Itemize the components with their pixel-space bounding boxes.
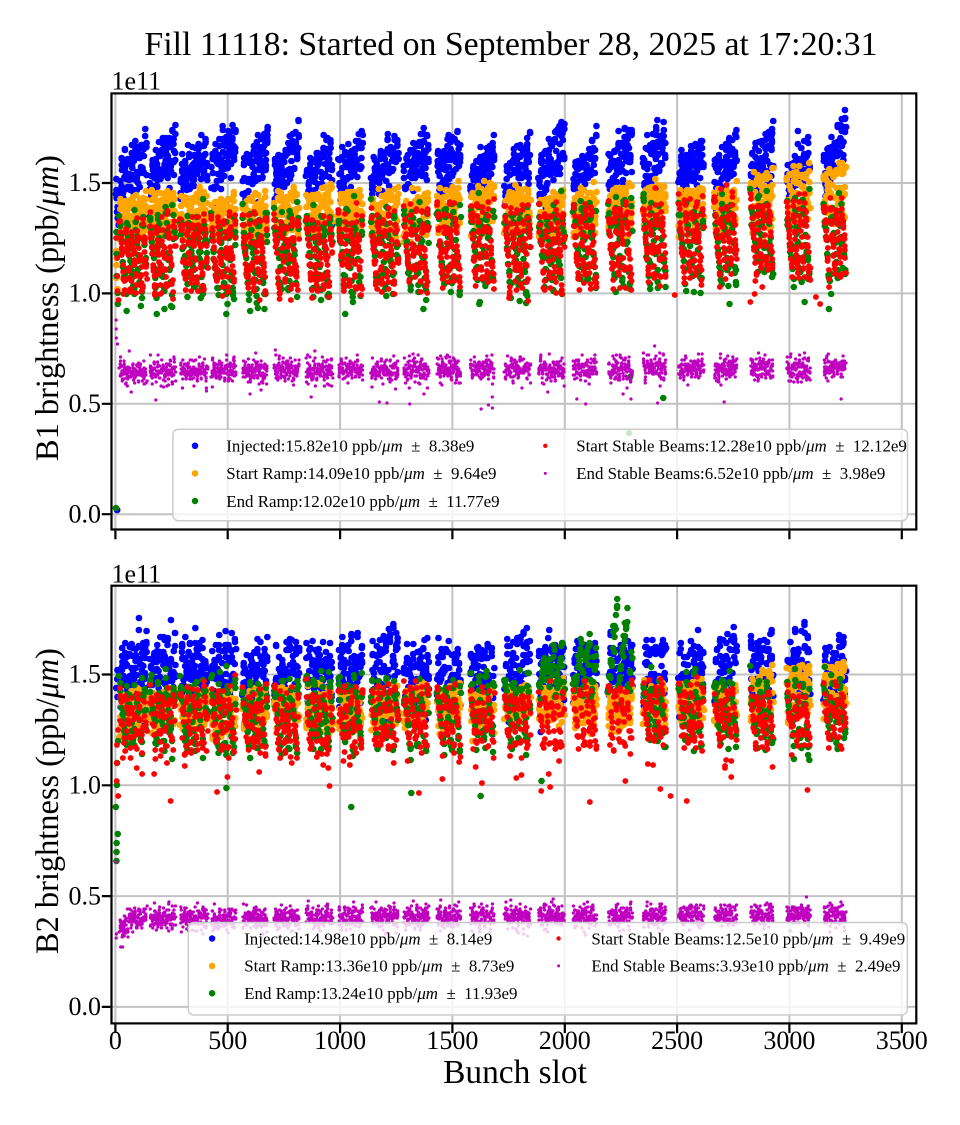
svg-text:2500: 2500	[651, 1026, 703, 1055]
svg-text:1.5: 1.5	[69, 660, 102, 689]
svg-text:B1 brightness (ppb/μm): B1 brightness (ppb/μm)	[30, 155, 66, 461]
svg-text:0.0: 0.0	[69, 992, 102, 1021]
svg-text:1.5: 1.5	[69, 168, 102, 197]
svg-text:2000: 2000	[539, 1026, 591, 1055]
svg-text:End Ramp:12.02e10 ppb/μm ± 11.: End Ramp:12.02e10 ppb/μm ± 11.77e9	[226, 492, 499, 511]
svg-text:Start Ramp:13.36e10 ppb/μm ± 8: Start Ramp:13.36e10 ppb/μm ± 8.73e9	[244, 957, 514, 976]
svg-text:0.5: 0.5	[69, 881, 102, 910]
svg-text:Fill 11118: Started on Septemb: Fill 11118: Started on September 28, 202…	[144, 26, 877, 63]
svg-text:1000: 1000	[314, 1026, 366, 1055]
svg-text:Start Stable Beams:12.5e10 ppb: Start Stable Beams:12.5e10 ppb/μm ± 9.49…	[591, 929, 905, 948]
svg-text:B2 brightness (ppb/μm): B2 brightness (ppb/μm)	[30, 648, 66, 954]
svg-text:1500: 1500	[426, 1026, 478, 1055]
svg-text:End Stable Beams:6.52e10 ppb/μ: End Stable Beams:6.52e10 ppb/μm ± 3.98e9	[576, 464, 885, 483]
svg-text:0.0: 0.0	[69, 499, 102, 528]
svg-text:Bunch slot: Bunch slot	[443, 1054, 587, 1091]
svg-text:1e11: 1e11	[112, 67, 162, 96]
svg-text:1.0: 1.0	[69, 771, 102, 800]
svg-text:1.0: 1.0	[69, 279, 102, 308]
svg-text:Start Stable Beams:12.28e10 pp: Start Stable Beams:12.28e10 ppb/μm ± 12.…	[576, 437, 907, 456]
svg-text:0.5: 0.5	[69, 389, 102, 418]
svg-text:500: 500	[208, 1026, 247, 1055]
svg-text:3500: 3500	[876, 1026, 928, 1055]
svg-text:3000: 3000	[763, 1026, 815, 1055]
svg-text:End Ramp:13.24e10 ppb/μm ± 11.: End Ramp:13.24e10 ppb/μm ± 11.93e9	[244, 984, 517, 1003]
svg-text:End Stable Beams:3.93e10 ppb/μ: End Stable Beams:3.93e10 ppb/μm ± 2.49e9	[591, 957, 900, 976]
svg-text:Injected:15.82e10 ppb/μm ± 8.3: Injected:15.82e10 ppb/μm ± 8.38e9	[226, 437, 474, 456]
svg-text:Start Ramp:14.09e10 ppb/μm ± 9: Start Ramp:14.09e10 ppb/μm ± 9.64e9	[226, 464, 496, 483]
svg-text:0: 0	[109, 1026, 122, 1055]
svg-text:1e11: 1e11	[112, 560, 162, 589]
svg-text:Injected:14.98e10 ppb/μm ± 8.1: Injected:14.98e10 ppb/μm ± 8.14e9	[244, 929, 492, 948]
